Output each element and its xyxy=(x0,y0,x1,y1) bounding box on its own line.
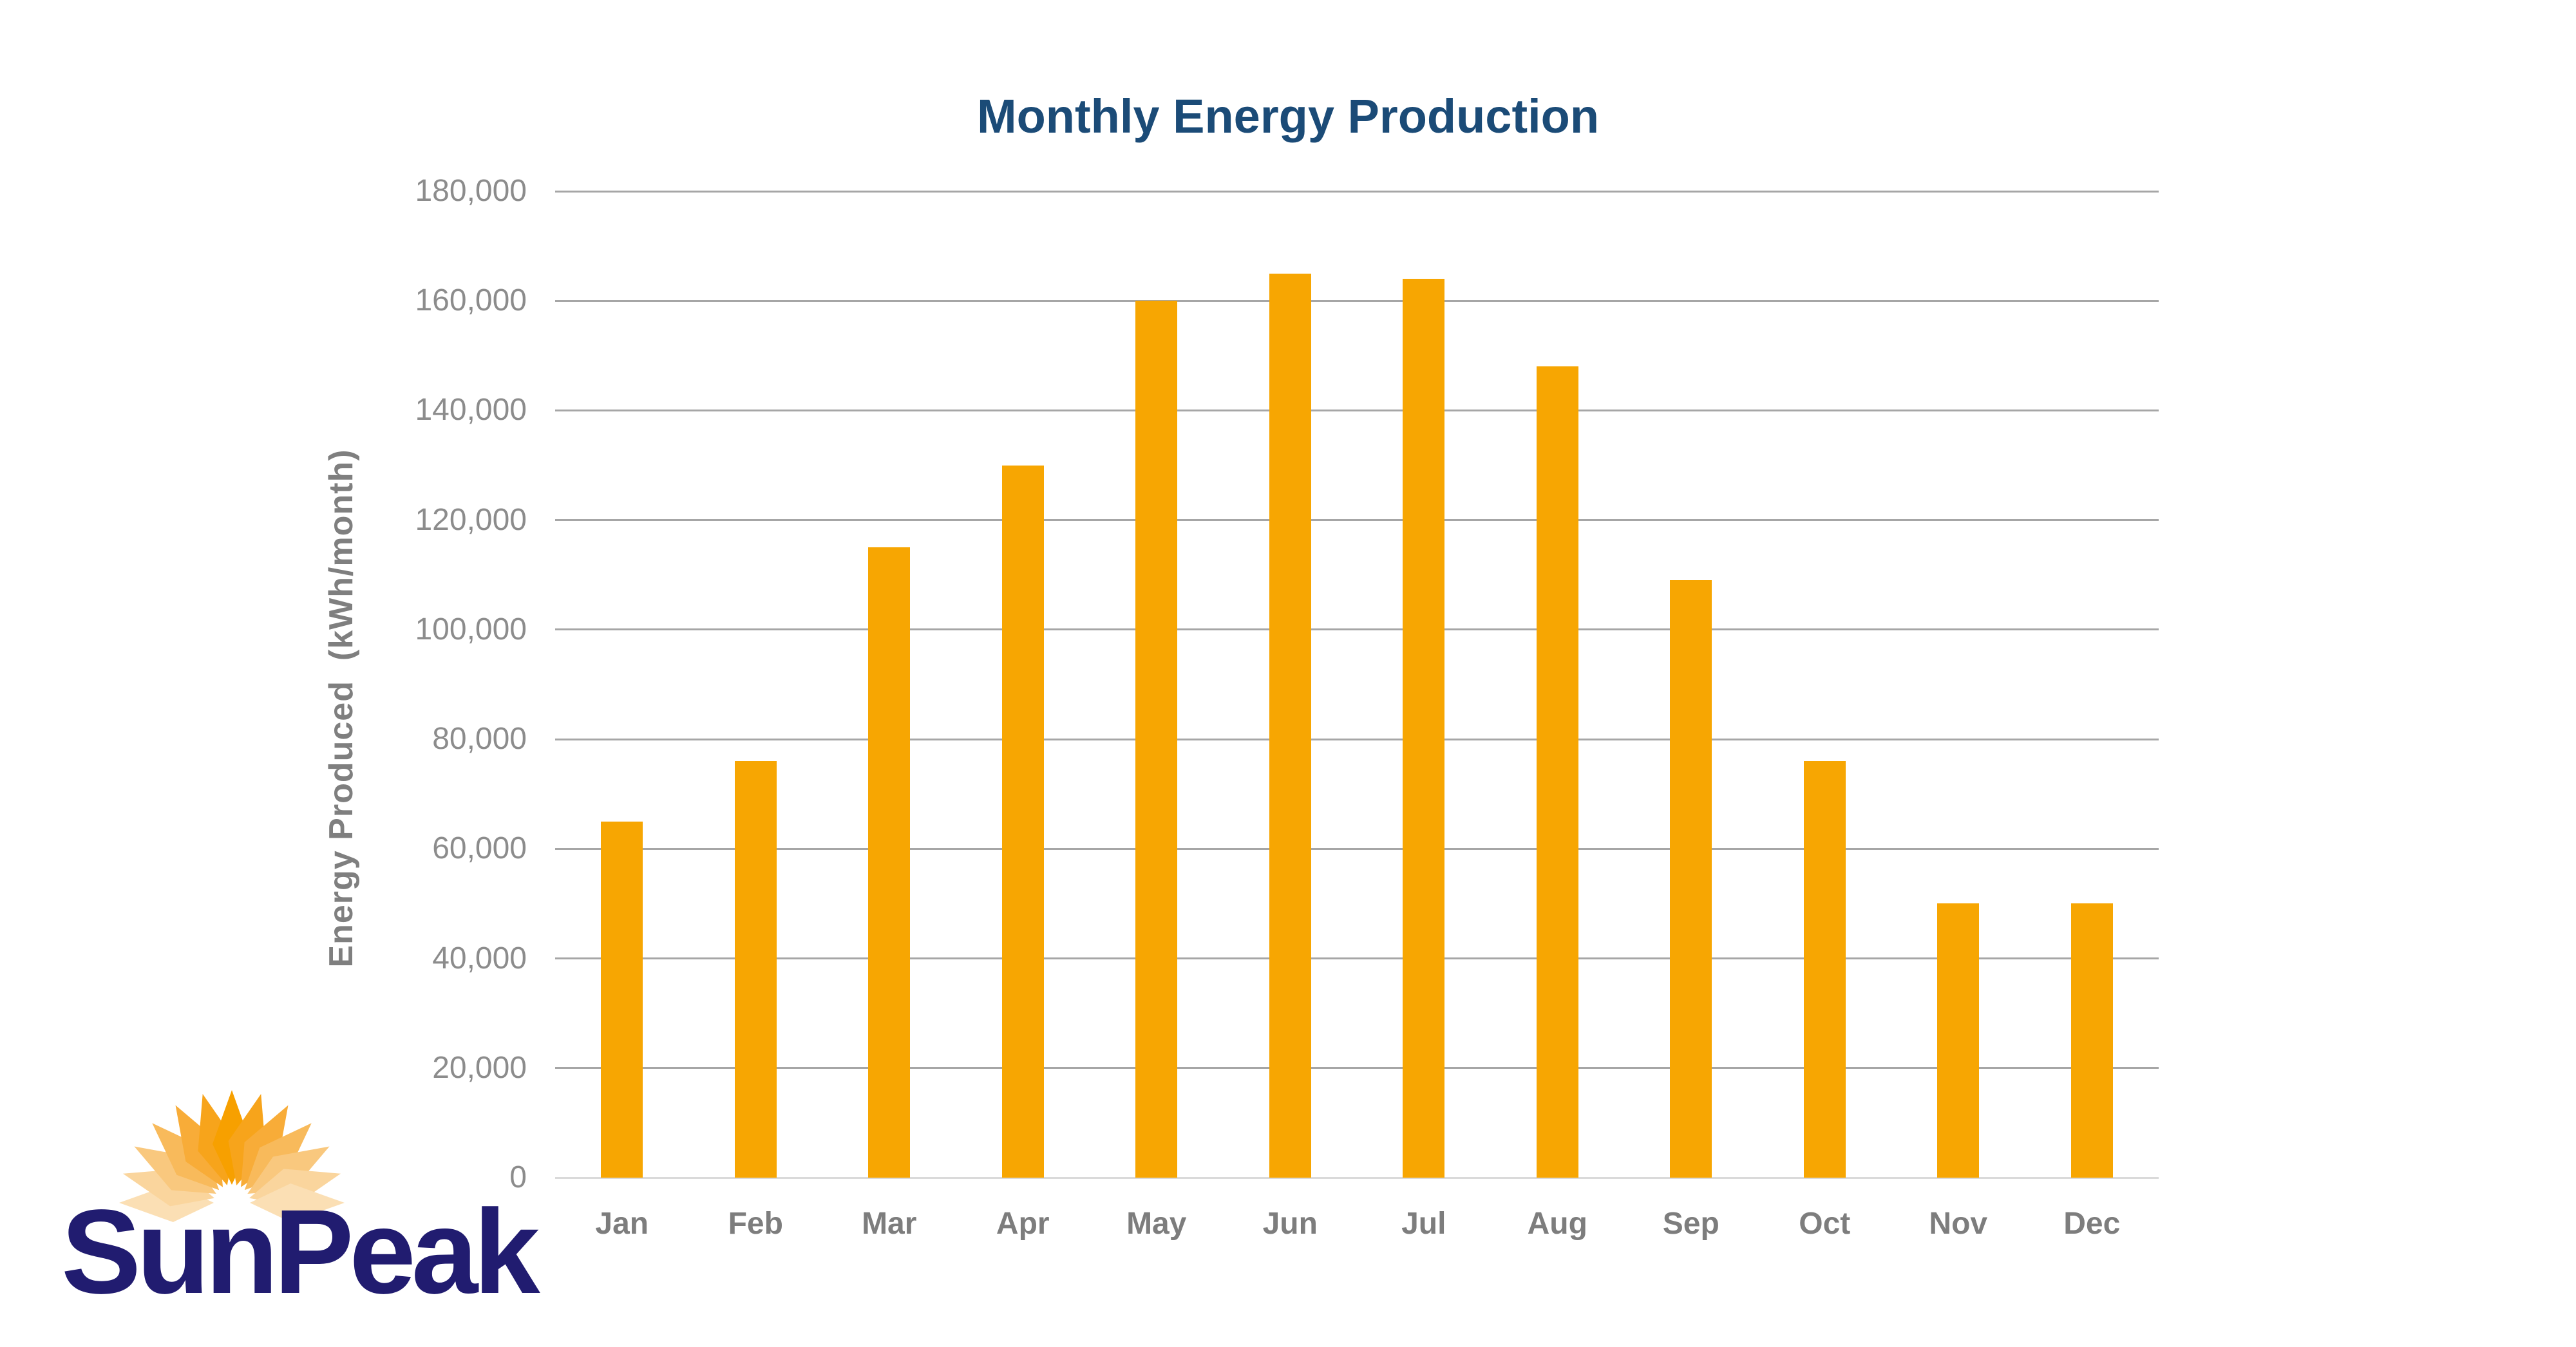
y-tick-label: 20,000 xyxy=(432,1050,527,1085)
y-tick-label: 140,000 xyxy=(415,393,527,428)
x-tick-label-Apr: Apr xyxy=(996,1207,1050,1241)
x-tick-label-Oct: Oct xyxy=(1799,1207,1851,1241)
gridline xyxy=(555,190,2159,193)
logo-text: SunPeak xyxy=(61,1185,540,1319)
y-tick-label: 40,000 xyxy=(432,941,527,975)
bar-Jan xyxy=(601,821,643,1178)
gridline xyxy=(555,738,2159,740)
y-tick-label: 100,000 xyxy=(415,612,527,646)
bar-Feb xyxy=(734,761,777,1178)
gridline xyxy=(555,299,2159,302)
gridline xyxy=(555,519,2159,522)
bar-Sep xyxy=(1670,580,1712,1178)
gridline xyxy=(555,847,2159,850)
bar-Jun xyxy=(1269,273,1311,1178)
gridline xyxy=(555,628,2159,631)
y-tick-label: 80,000 xyxy=(432,722,527,757)
x-tick-label-May: May xyxy=(1126,1207,1187,1241)
bar-Aug xyxy=(1536,366,1578,1178)
x-tick-label-Aug: Aug xyxy=(1527,1207,1587,1241)
y-tick-label: 60,000 xyxy=(432,831,527,866)
x-tick-label-Dec: Dec xyxy=(2063,1207,2121,1241)
y-tick-label: 180,000 xyxy=(415,174,527,208)
y-tick-label: 160,000 xyxy=(415,283,527,318)
x-tick-label-Mar: Mar xyxy=(862,1207,917,1241)
gridline xyxy=(555,409,2159,411)
bar-Mar xyxy=(868,547,911,1178)
x-tick-label-Nov: Nov xyxy=(1929,1207,1988,1241)
chart-title: Monthly Energy Production xyxy=(976,89,1600,143)
gridline xyxy=(555,957,2159,960)
x-tick-label-Jun: Jun xyxy=(1262,1207,1318,1241)
bar-May xyxy=(1135,301,1178,1178)
x-tick-label-Jan: Jan xyxy=(595,1207,649,1241)
bar-Nov xyxy=(1937,903,1980,1178)
bar-Oct xyxy=(1803,761,1846,1178)
bar-Jul xyxy=(1403,279,1445,1178)
bar-Dec xyxy=(2070,903,2113,1178)
gridline xyxy=(555,1067,2159,1069)
y-tick-label: 120,000 xyxy=(415,502,527,537)
y-tick-label: 0 xyxy=(509,1160,527,1194)
x-tick-label-Jul: Jul xyxy=(1401,1207,1446,1241)
bar-Apr xyxy=(1001,465,1044,1178)
x-tick-label-Sep: Sep xyxy=(1662,1207,1719,1241)
x-axis-line xyxy=(555,1176,2159,1179)
x-tick-label-Feb: Feb xyxy=(728,1207,783,1241)
